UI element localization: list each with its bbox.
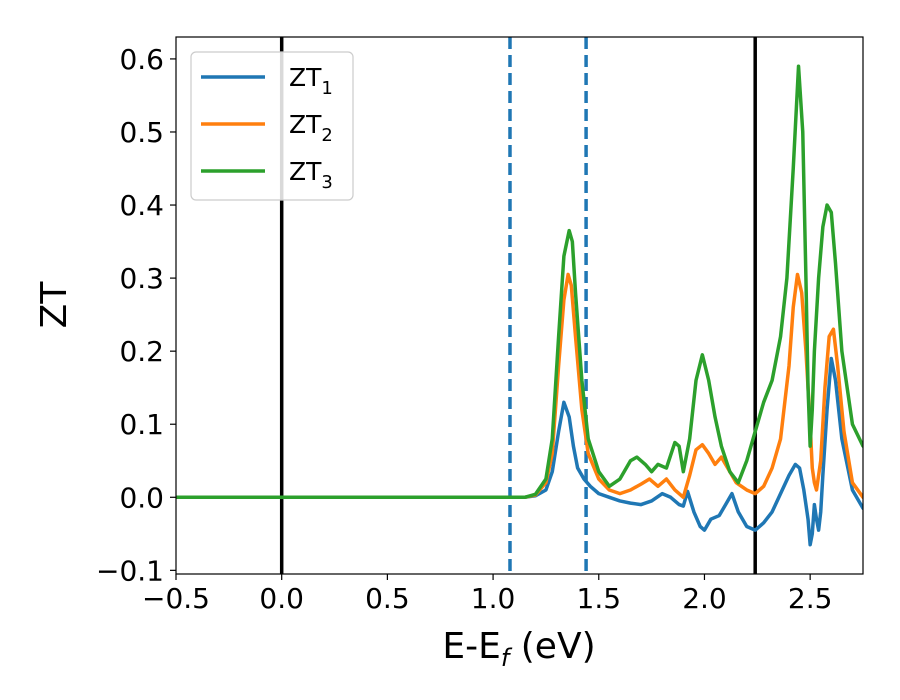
y-tick-label: 0.1: [119, 408, 164, 441]
legend: ZT1 ZT2 ZT3: [190, 51, 354, 201]
x-tick-label: 2.0: [682, 582, 727, 615]
legend-label-zt3: ZT3: [289, 157, 333, 193]
x-tick-label: −0.5: [142, 582, 210, 615]
x-tick-label: 1.0: [471, 582, 516, 615]
legend-box: [190, 51, 354, 201]
y-tick-label: 0.6: [119, 43, 164, 76]
series-line-zt3: [176, 64, 863, 500]
x-tick-label: 2.5: [788, 582, 833, 615]
legend-label-zt2: ZT2: [289, 110, 333, 146]
y-tick-label: 0.3: [119, 262, 164, 295]
y-tick-label: 0.2: [119, 335, 164, 368]
x-axis-label: E-Ef (eV): [442, 626, 595, 672]
legend-label-zt1: ZT1: [289, 63, 333, 99]
data-series: [176, 64, 863, 547]
series-line-zt1: [176, 356, 863, 547]
x-tick-label: 0.5: [365, 582, 410, 615]
series-line-zt2: [176, 272, 863, 500]
x-tick-label: 0.0: [259, 582, 304, 615]
x-tick-label: 1.5: [577, 582, 622, 615]
y-axis-ticks: −0.1 0.0 0.1 0.2 0.3 0.4 0.5 0.6: [96, 43, 176, 587]
x-axis-ticks: −0.5 0.0 0.5 1.0 1.5 2.0 2.5: [142, 574, 832, 615]
y-tick-label: 0.4: [119, 189, 164, 222]
y-tick-label: 0.5: [119, 116, 164, 149]
y-tick-label: 0.0: [119, 481, 164, 514]
y-axis-label: ZT: [34, 281, 75, 329]
plot-frame: [175, 36, 864, 575]
y-tick-label: −0.1: [96, 554, 164, 587]
